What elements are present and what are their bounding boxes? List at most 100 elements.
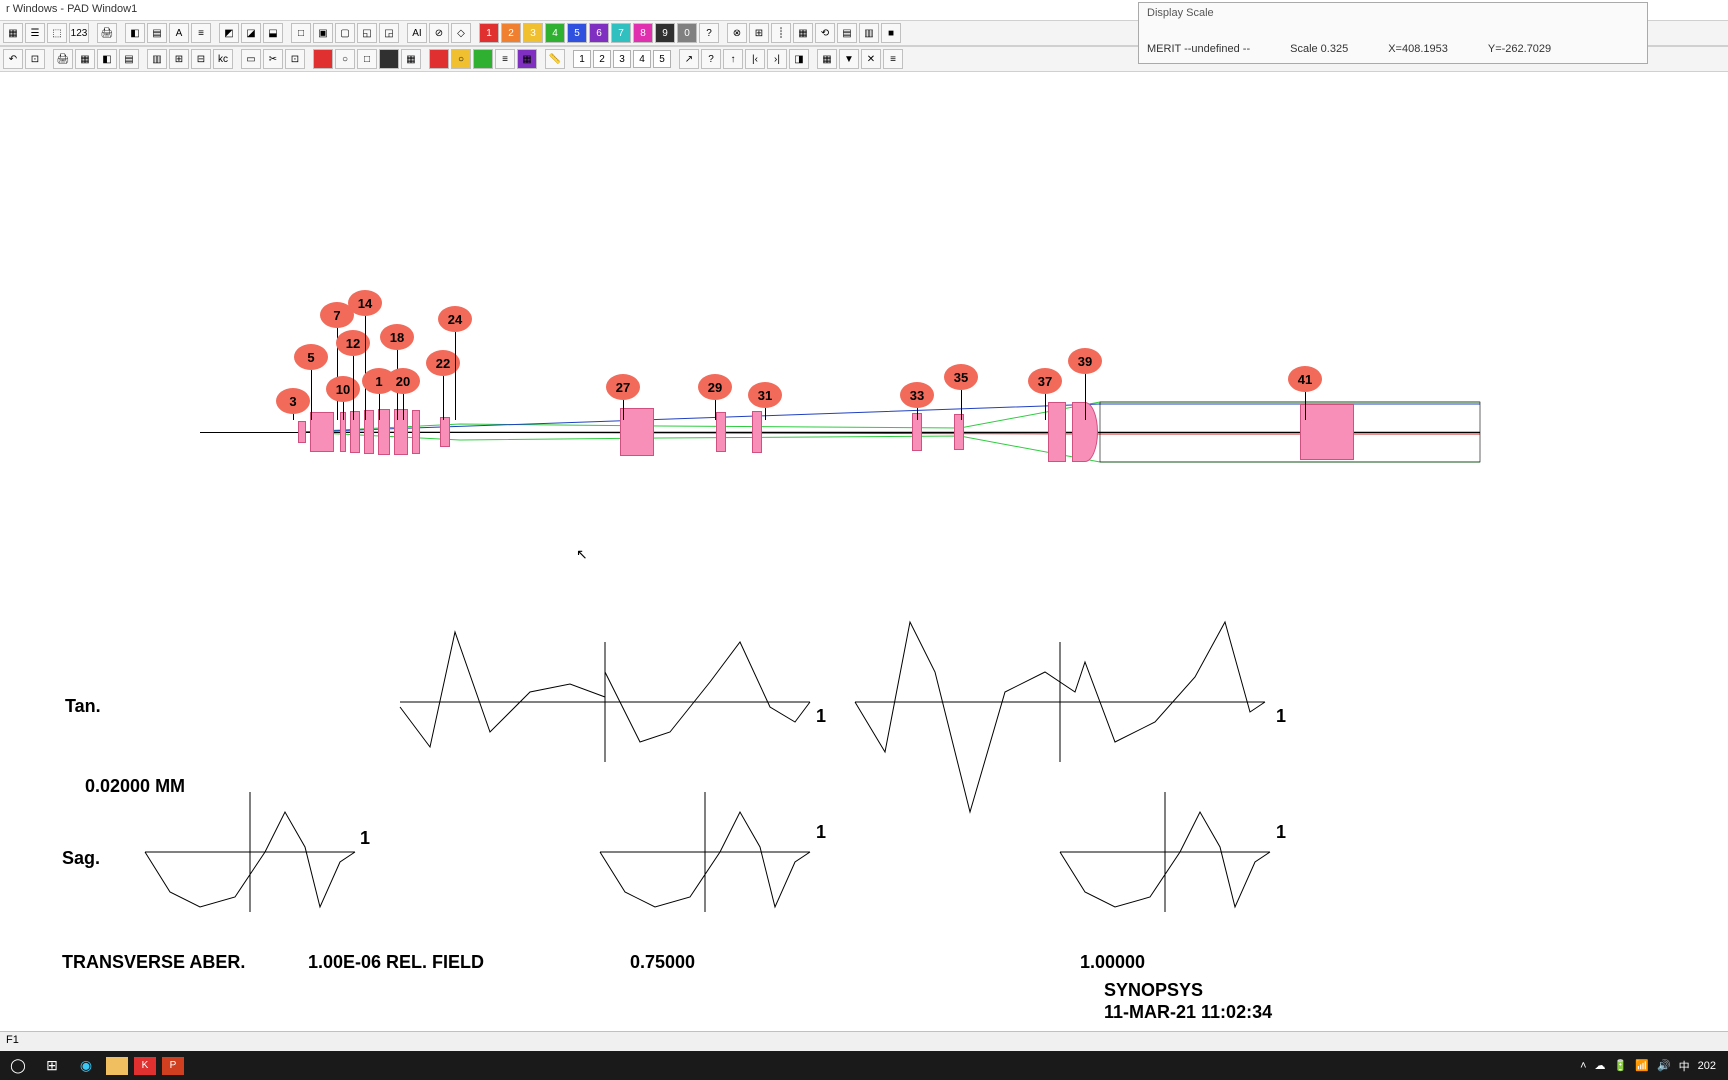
toolbar-button[interactable]: ◇	[451, 23, 471, 43]
toolbar-button[interactable]: kc	[213, 49, 233, 69]
toolbar-button[interactable]: ◧	[125, 23, 145, 43]
toolbar-button[interactable]: ↗	[679, 49, 699, 69]
toolbar-button[interactable]: ▥	[859, 23, 879, 43]
toolbar-button[interactable]: 123	[69, 23, 89, 43]
toolbar-button[interactable]: ▢	[335, 23, 355, 43]
bubble-leader	[1045, 394, 1046, 420]
toolbar-button[interactable]: ◱	[357, 23, 377, 43]
toolbar-button[interactable]: ◩	[219, 23, 239, 43]
surface-num-button[interactable]: 3	[613, 50, 631, 68]
toolbar-button[interactable]: ⬚	[47, 23, 67, 43]
edge-icon[interactable]: ◉	[72, 1054, 100, 1078]
tan-one-2: 1	[1276, 706, 1286, 727]
toolbar-button[interactable]: ▦	[3, 23, 23, 43]
toolbar-button[interactable]: 📏	[545, 49, 565, 69]
tray-cloud-icon[interactable]: ☁	[1595, 1059, 1606, 1072]
toolbar-button[interactable]: 🖨	[53, 49, 73, 69]
toolbar-button[interactable]: ⊘	[429, 23, 449, 43]
color-button[interactable]: 8	[633, 23, 653, 43]
toolbar-button[interactable]: □	[291, 23, 311, 43]
toolbar-button[interactable]: ▥	[147, 49, 167, 69]
toolbar-button[interactable]: ○	[451, 49, 471, 69]
tray-volume-icon[interactable]: 🔊	[1657, 1059, 1671, 1072]
toolbar-button[interactable]: ›|	[767, 49, 787, 69]
toolbar-button[interactable]: ┊	[771, 23, 791, 43]
toolbar-button[interactable]: ✕	[861, 49, 881, 69]
toolbar-button[interactable]: ■	[881, 23, 901, 43]
toolbar-button[interactable]: ◲	[379, 23, 399, 43]
color-button[interactable]: 3	[523, 23, 543, 43]
tray-battery-icon[interactable]: 🔋	[1614, 1059, 1628, 1072]
toolbar-button[interactable]: ✂	[263, 49, 283, 69]
explorer-icon[interactable]	[106, 1057, 128, 1075]
toolbar-button[interactable]: ⊟	[191, 49, 211, 69]
color-button[interactable]: 2	[501, 23, 521, 43]
app-icon[interactable]: K	[134, 1057, 156, 1075]
tray-time[interactable]: 202	[1698, 1060, 1716, 1072]
color-button[interactable]: 1	[479, 23, 499, 43]
toolbar-button[interactable]: ⊞	[749, 23, 769, 43]
tray-ime[interactable]: 中	[1679, 1058, 1690, 1074]
toolbar-button[interactable]: ?	[699, 23, 719, 43]
color-button[interactable]: 4	[545, 23, 565, 43]
toolbar-button[interactable]: ⬓	[263, 23, 283, 43]
toolbar-button[interactable]: ▣	[313, 23, 333, 43]
toolbar-button[interactable]: ?	[701, 49, 721, 69]
surface-num-button[interactable]: 5	[653, 50, 671, 68]
toolbar-button[interactable]: ▭	[241, 49, 261, 69]
toolbar-button[interactable]: ▦	[401, 49, 421, 69]
toolbar-button[interactable]: ≡	[495, 49, 515, 69]
toolbar-button[interactable]: A	[169, 23, 189, 43]
toolbar-button[interactable]: ▦	[517, 49, 537, 69]
toolbar-button[interactable]: ▦	[75, 49, 95, 69]
toolbar-button[interactable]	[473, 49, 493, 69]
powerpoint-icon[interactable]: P	[162, 1057, 184, 1075]
tray-wifi-icon[interactable]: 📶	[1635, 1059, 1649, 1072]
toolbar-button[interactable]: ○	[335, 49, 355, 69]
toolbar-button[interactable]	[313, 49, 333, 69]
color-button[interactable]: 7	[611, 23, 631, 43]
toolbar-button[interactable]: ◪	[241, 23, 261, 43]
toolbar-button[interactable]: ☰	[25, 23, 45, 43]
bubble-leader	[353, 356, 354, 420]
toolbar-button[interactable]: ↶	[3, 49, 23, 69]
toolbar-button[interactable]: ⊞	[169, 49, 189, 69]
toolbar-button[interactable]: ▦	[817, 49, 837, 69]
surface-num-button[interactable]: 2	[593, 50, 611, 68]
tray-up-icon[interactable]: ˄	[1580, 1060, 1586, 1072]
toolbar-button[interactable]: ▦	[793, 23, 813, 43]
toolbar-button[interactable]: ⊡	[285, 49, 305, 69]
toolbar-button[interactable]: ⊗	[727, 23, 747, 43]
toolbar-button[interactable]: ▤	[147, 23, 167, 43]
task-view-icon[interactable]: ⊞	[38, 1054, 66, 1078]
display-scale-title: Display Scale	[1147, 7, 1639, 19]
toolbar-button[interactable]	[429, 49, 449, 69]
toolbar-button[interactable]: ◧	[97, 49, 117, 69]
start-button[interactable]: ◯	[4, 1054, 32, 1078]
toolbar-button[interactable]: 🖨	[97, 23, 117, 43]
surface-num-button[interactable]: 1	[573, 50, 591, 68]
color-button[interactable]: 0	[677, 23, 697, 43]
toolbar-button[interactable]: ≡	[883, 49, 903, 69]
surface-num-button[interactable]: 4	[633, 50, 651, 68]
footer-prog: SYNOPSYS	[1104, 980, 1203, 1001]
bubble-leader	[715, 400, 716, 420]
color-button[interactable]: 9	[655, 23, 675, 43]
toolbar-button[interactable]: AI	[407, 23, 427, 43]
toolbar-button[interactable]: ↑	[723, 49, 743, 69]
toolbar-button[interactable]: |‹	[745, 49, 765, 69]
toolbar-button[interactable]: ◨	[789, 49, 809, 69]
toolbar-button[interactable]: ≡	[191, 23, 211, 43]
toolbar-button[interactable]: □	[357, 49, 377, 69]
toolbar-button[interactable]: ▤	[119, 49, 139, 69]
toolbar-button[interactable]	[379, 49, 399, 69]
sag-one-3: 1	[1276, 822, 1286, 843]
color-button[interactable]: 5	[567, 23, 587, 43]
toolbar-button[interactable]: ▤	[837, 23, 857, 43]
toolbar-button[interactable]: ⊡	[25, 49, 45, 69]
bubble-leader	[917, 408, 918, 420]
bubble-leader	[343, 402, 344, 420]
toolbar-button[interactable]: ⟲	[815, 23, 835, 43]
toolbar-button[interactable]: ▼	[839, 49, 859, 69]
color-button[interactable]: 6	[589, 23, 609, 43]
